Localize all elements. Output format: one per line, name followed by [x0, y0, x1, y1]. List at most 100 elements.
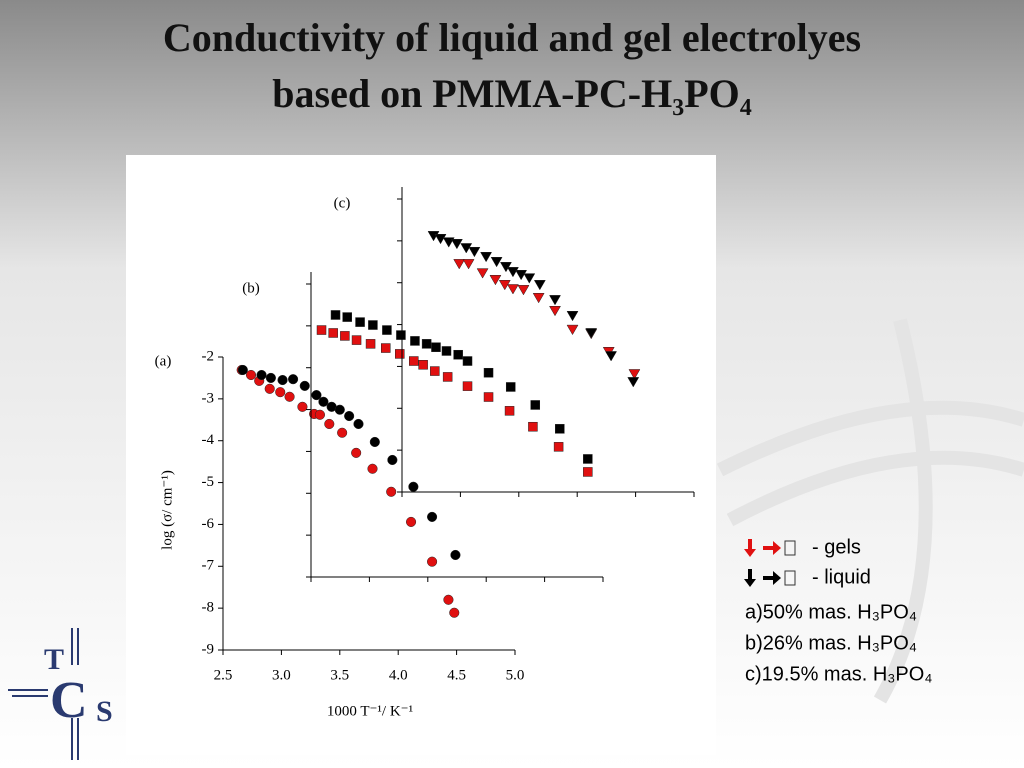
- y-axis-label: log (σ/ cm⁻¹): [159, 470, 175, 550]
- point: [314, 409, 325, 420]
- point: [441, 346, 452, 356]
- point: [265, 372, 276, 383]
- title-line: based on PMMA-PC-H₃PO₄: [272, 71, 752, 116]
- x-tick-label: 3.5: [330, 667, 349, 683]
- point: [430, 366, 440, 376]
- point: [515, 270, 528, 281]
- panel-label: (b): [242, 280, 260, 296]
- point: [334, 404, 345, 415]
- x-axis-label: 1000 T⁻¹/ K⁻¹: [327, 703, 413, 719]
- point: [468, 246, 481, 258]
- y-tick-label: -7: [202, 558, 215, 574]
- point: [507, 284, 519, 295]
- point: [340, 331, 350, 341]
- point: [381, 343, 391, 353]
- x-tick-label: 2.5: [214, 667, 233, 683]
- legend-note: c)19.5% mas. H₃PO₄: [745, 663, 932, 685]
- x-tick-label: 4.0: [389, 667, 408, 683]
- y-tick-label: -5: [202, 474, 215, 490]
- point: [442, 372, 453, 382]
- y-tick-label: -6: [202, 516, 215, 532]
- point: [528, 421, 538, 432]
- point: [316, 325, 327, 335]
- point: [421, 339, 432, 349]
- logo-letter: S: [96, 695, 113, 728]
- point: [353, 418, 364, 430]
- legend-note: a)50% mas. H₃PO₄: [745, 601, 917, 623]
- panel-label: (c): [334, 195, 351, 211]
- point: [410, 336, 420, 346]
- legend-arrow-right: [763, 541, 781, 555]
- point: [507, 267, 519, 278]
- point: [311, 390, 322, 401]
- point: [453, 349, 463, 360]
- legend-arrow-right: [763, 571, 781, 585]
- point: [297, 401, 308, 412]
- point: [450, 239, 463, 250]
- point: [264, 383, 275, 394]
- point: [328, 328, 338, 338]
- point: [442, 237, 455, 248]
- point: [460, 243, 473, 254]
- point: [365, 339, 376, 349]
- swooshes: [716, 318, 1024, 704]
- point: [523, 273, 536, 284]
- point: [490, 257, 503, 268]
- y-tick-label: -3: [202, 390, 215, 406]
- y-tick-label: -2: [202, 348, 215, 364]
- point: [367, 463, 378, 474]
- point: [549, 306, 561, 317]
- point: [566, 324, 579, 336]
- point: [431, 342, 441, 352]
- point: [555, 424, 565, 434]
- point: [386, 486, 397, 497]
- point: [476, 268, 489, 279]
- point: [409, 356, 419, 366]
- logo-letter: C: [50, 672, 88, 729]
- point: [505, 382, 516, 392]
- point: [627, 377, 640, 388]
- point: [628, 369, 641, 380]
- point: [585, 328, 598, 339]
- legend-arrow-down: [744, 569, 756, 587]
- point: [483, 392, 494, 402]
- point: [450, 549, 461, 561]
- legend-note: b)26% mas. H₃PO₄: [745, 632, 917, 654]
- logo: T C S: [8, 628, 113, 760]
- logo-letter: T: [44, 643, 64, 676]
- point: [351, 447, 362, 458]
- y-tick-label: -4: [202, 432, 215, 448]
- logo-lines: [8, 628, 79, 760]
- point: [284, 391, 295, 402]
- point: [330, 310, 341, 320]
- point: [299, 380, 310, 391]
- point: [408, 481, 419, 492]
- point: [382, 325, 392, 335]
- point: [427, 511, 438, 522]
- point: [324, 418, 335, 430]
- point: [489, 275, 502, 286]
- point: [368, 320, 378, 330]
- point: [237, 364, 248, 376]
- point: [342, 312, 352, 322]
- point: [549, 295, 561, 306]
- point: [462, 381, 473, 391]
- point: [462, 259, 475, 270]
- x-tick-label: 4.5: [447, 667, 466, 683]
- point: [532, 293, 545, 304]
- point: [583, 467, 593, 477]
- point: [277, 374, 288, 386]
- legend-label: - liquid: [812, 566, 871, 588]
- panel-label: (a): [155, 353, 172, 369]
- point: [318, 396, 329, 407]
- point: [405, 516, 417, 527]
- point: [517, 285, 530, 296]
- point: [369, 436, 380, 448]
- title-line: Conductivity of liquid and gel electroly…: [163, 15, 861, 60]
- point: [500, 262, 512, 273]
- point: [256, 369, 267, 381]
- point: [504, 406, 515, 416]
- plot-area: [126, 155, 716, 755]
- point: [583, 454, 593, 464]
